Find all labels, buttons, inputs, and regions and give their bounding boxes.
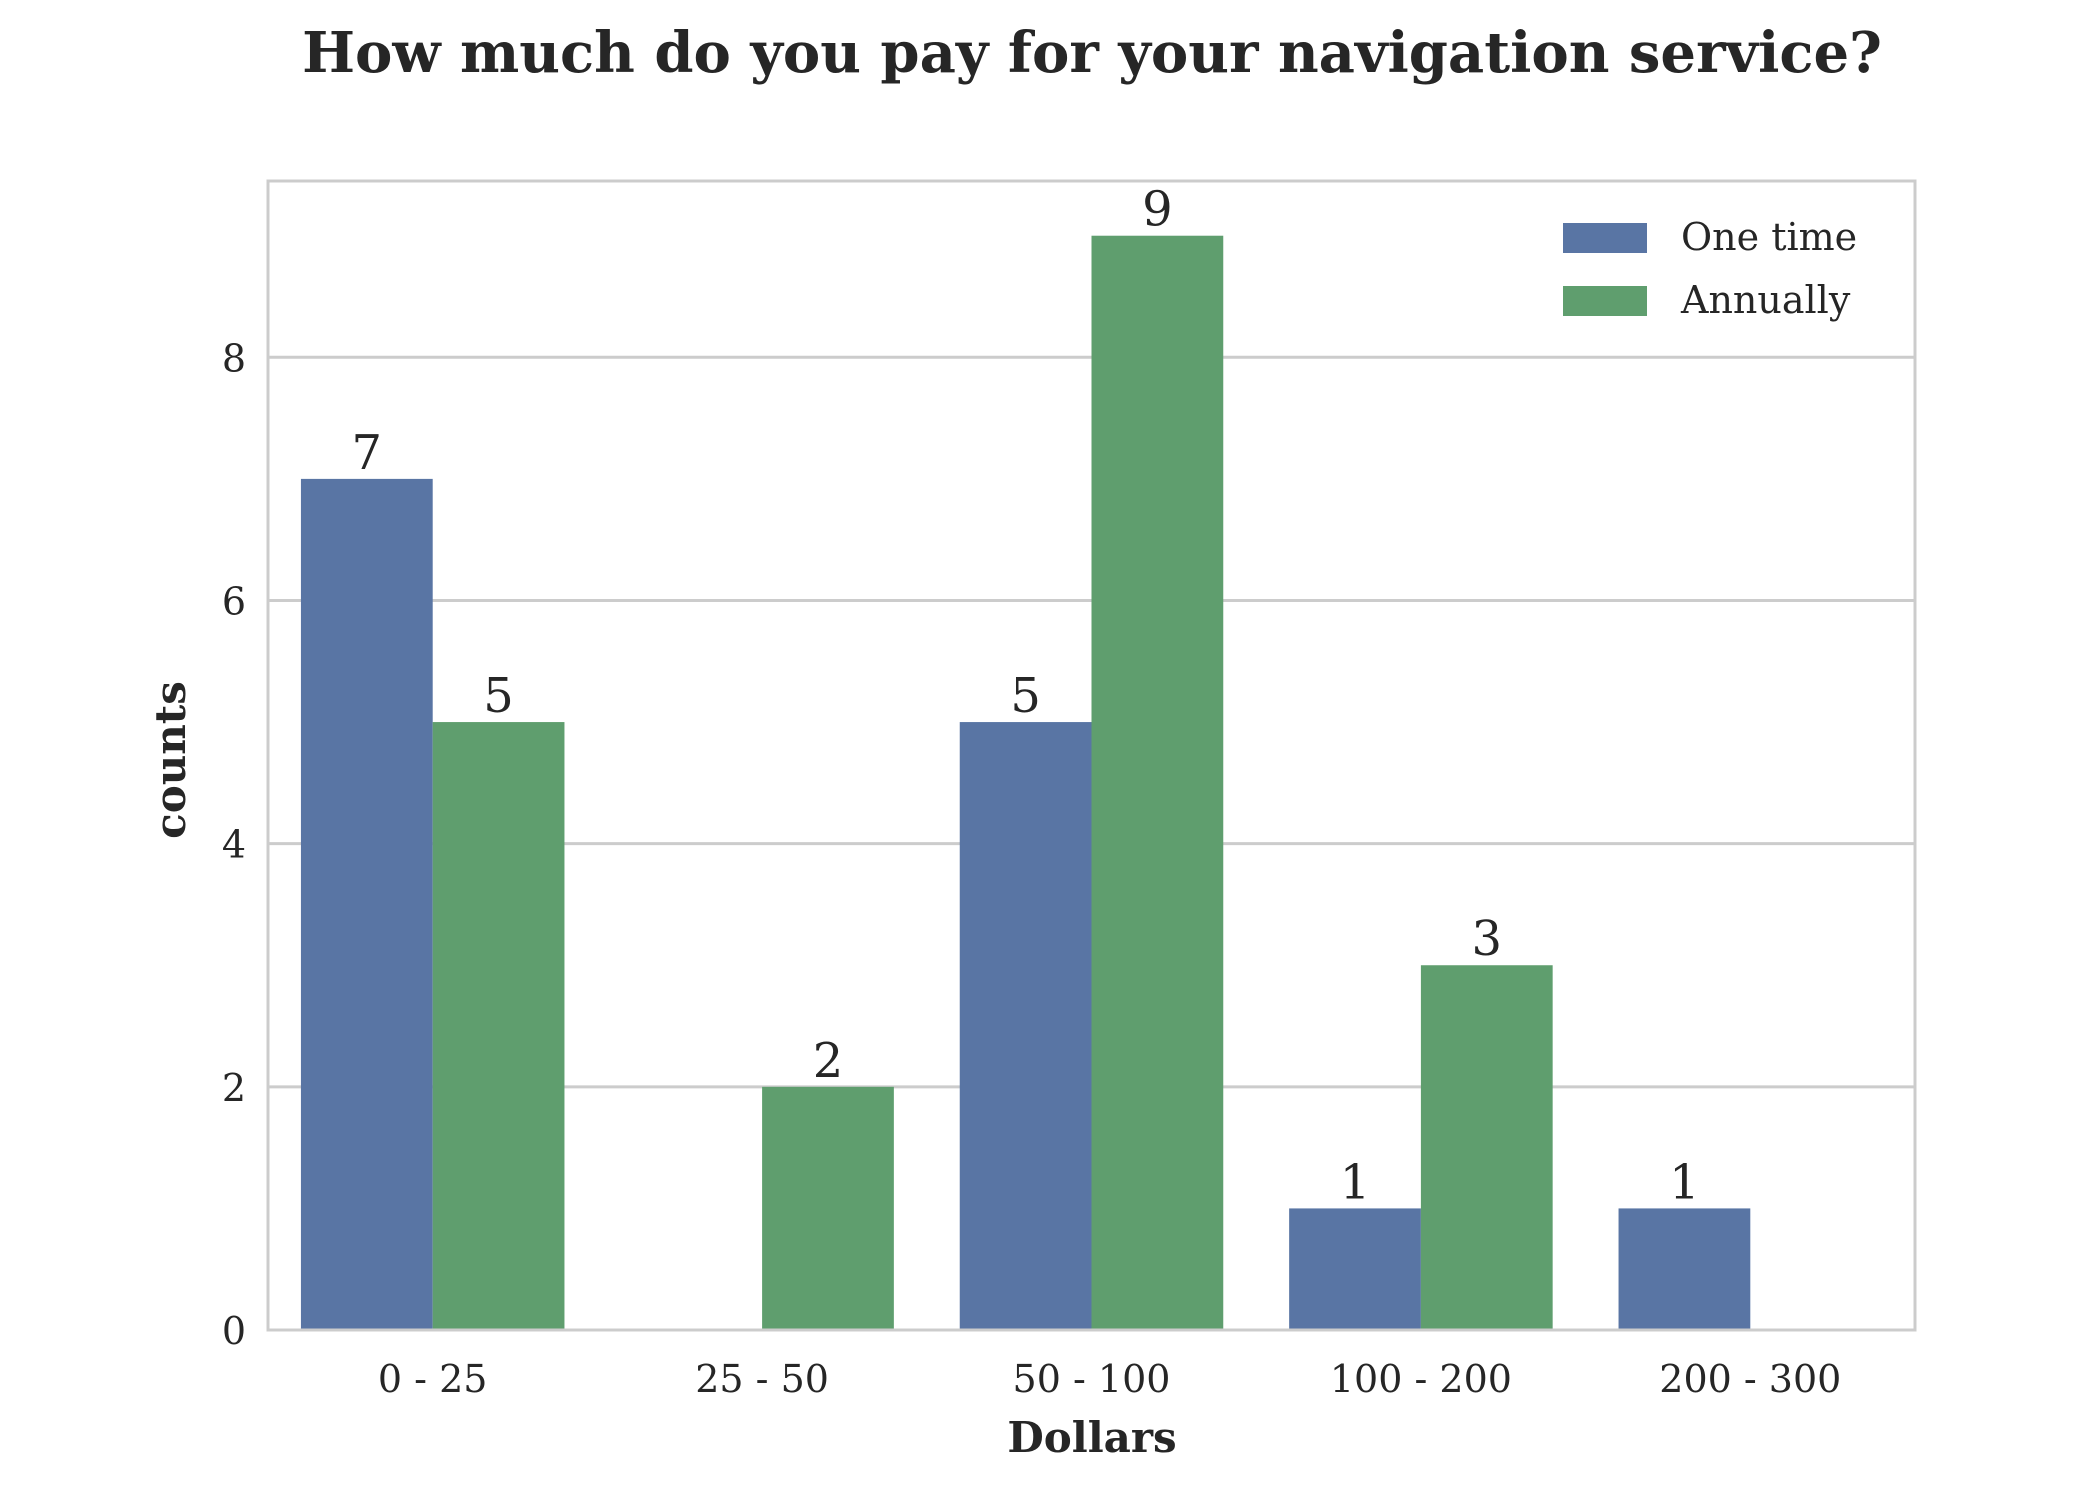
data-label: 9 <box>1142 182 1173 238</box>
y-tick-label: 8 <box>222 336 246 380</box>
data-label: 5 <box>483 668 514 724</box>
bar-one-time-2 <box>959 722 1092 1330</box>
legend-label: Annually <box>1680 278 1851 322</box>
data-label: 3 <box>1472 911 1503 967</box>
bar-one-time-4 <box>1618 1208 1751 1330</box>
axes: 0 2 4 6 8 0 - 25 25 - 50 50 - 100 100 - 200 200 -… <box>222 179 1917 1401</box>
bar-annually-3 <box>1420 965 1553 1330</box>
x-tick-label: 25 - 50 <box>695 1357 829 1401</box>
x-tick-label: 100 - 200 <box>1330 1357 1512 1401</box>
data-label: 1 <box>1669 1154 1700 1210</box>
x-axis-label: Dollars <box>1007 1413 1176 1462</box>
x-tick-label: 200 - 300 <box>1659 1357 1841 1401</box>
y-tick-label: 2 <box>222 1066 246 1110</box>
bar-annually-0 <box>432 722 565 1330</box>
x-tick-label: 0 - 25 <box>378 1357 488 1401</box>
data-label: 1 <box>1340 1154 1371 1210</box>
legend-swatch-one-time <box>1563 223 1647 253</box>
bar-one-time-3 <box>1289 1208 1421 1330</box>
bar-annually-1 <box>762 1086 894 1330</box>
y-axis-label: counts <box>146 681 195 839</box>
y-tick-label: 6 <box>222 579 246 623</box>
bars <box>300 235 1751 1331</box>
legend-swatch-annually <box>1563 286 1647 316</box>
data-label: 5 <box>1010 668 1041 724</box>
legend-label: One time <box>1681 215 1857 259</box>
chart-title: How much do you pay for your navigation … <box>302 20 1882 86</box>
x-tick-label: 50 - 100 <box>1013 1357 1171 1401</box>
bar-one-time-0 <box>300 478 433 1330</box>
data-label: 7 <box>352 425 383 481</box>
y-tick-label: 0 <box>222 1309 246 1353</box>
y-tick-label: 4 <box>222 823 246 867</box>
data-label: 2 <box>813 1033 844 1089</box>
legend: One time Annually <box>1563 215 1857 322</box>
plot-frame <box>266 179 1917 1332</box>
bar-annually-2 <box>1091 235 1224 1331</box>
